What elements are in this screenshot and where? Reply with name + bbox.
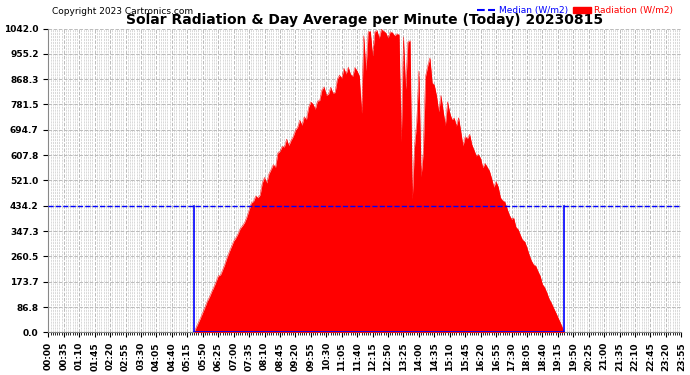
Text: Copyright 2023 Cartronics.com: Copyright 2023 Cartronics.com: [52, 8, 193, 16]
Legend: Median (W/m2), Radiation (W/m2): Median (W/m2), Radiation (W/m2): [473, 3, 677, 19]
Title: Solar Radiation & Day Average per Minute (Today) 20230815: Solar Radiation & Day Average per Minute…: [126, 13, 604, 27]
